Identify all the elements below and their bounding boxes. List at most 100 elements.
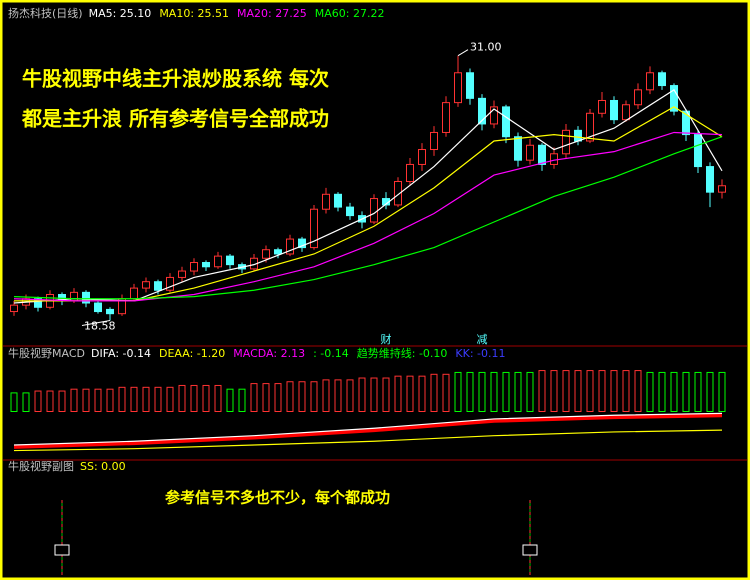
macd-bar	[322, 379, 330, 413]
macd-bar	[622, 370, 630, 412]
candle-body	[346, 206, 354, 217]
candle-body	[298, 238, 306, 249]
candle-body	[334, 193, 342, 208]
low-pointer	[81, 320, 111, 326]
macd-bar	[490, 371, 498, 413]
panel-title: 扬杰科技(日线)	[8, 6, 83, 20]
candle-body	[130, 287, 138, 300]
series-line	[13, 429, 723, 452]
overlay-text: 牛股视野中线主升浪炒股系统 每次	[22, 67, 329, 91]
macd-bar	[706, 371, 714, 413]
legend-entry: MACDA: 2.13	[233, 347, 305, 360]
macd-bar	[166, 386, 174, 413]
candle-body	[94, 302, 102, 313]
candle-body	[154, 281, 162, 291]
macd-bar	[550, 370, 558, 412]
macd-bar	[382, 377, 390, 412]
candle-body	[166, 276, 174, 291]
candle-body	[442, 102, 450, 133]
candle-body	[538, 144, 546, 165]
macd-bar	[118, 386, 126, 413]
macd-bar	[82, 388, 90, 412]
macd-bar	[646, 371, 654, 413]
macd-bar	[190, 384, 198, 412]
candle-body	[598, 99, 606, 114]
candle-body	[286, 238, 294, 255]
macd-bar	[70, 388, 78, 412]
candle-body	[646, 72, 654, 91]
series-line	[13, 413, 723, 449]
macd-bar	[226, 388, 234, 412]
candle-body	[190, 262, 198, 272]
candle-body	[418, 149, 426, 165]
legend-entry: MA60: 27.22	[315, 7, 385, 20]
candle-body	[610, 99, 618, 121]
high-pointer	[457, 49, 469, 57]
macd-bar	[274, 383, 282, 413]
candle-body	[322, 193, 330, 210]
macd-bar	[178, 384, 186, 412]
macd-bar	[418, 375, 426, 413]
macd-bar	[406, 375, 414, 413]
candle-body	[82, 291, 90, 304]
candle-body	[10, 304, 18, 313]
macd-bar	[658, 371, 666, 413]
overlay-text: 参考信号不多也不少，每个都成功	[165, 489, 390, 507]
macd-bar	[298, 381, 306, 412]
macd-bar	[634, 370, 642, 412]
macd-bar	[526, 371, 534, 413]
candle-body	[490, 106, 498, 125]
macd-bar	[610, 370, 618, 412]
macd-bar	[502, 371, 510, 413]
legend-entry: 趋势维持线: -0.10	[357, 346, 448, 360]
macd-bar	[670, 371, 678, 413]
macd-bar	[334, 379, 342, 413]
candle-body	[706, 166, 714, 193]
legend-entry: SS: 0.00	[80, 460, 126, 473]
macd-bar	[586, 370, 594, 412]
macd-bar	[454, 371, 462, 413]
macd-bar	[10, 392, 18, 412]
macd-bar	[286, 381, 294, 412]
candle-body	[658, 72, 666, 87]
macd-bar	[22, 392, 30, 412]
candle-body	[454, 72, 462, 104]
macd-bar	[202, 384, 210, 412]
macd-bar	[58, 390, 66, 413]
macd-bar	[514, 371, 522, 413]
macd-bar	[130, 386, 138, 413]
signal-box	[54, 544, 70, 556]
macd-bar	[442, 373, 450, 412]
macd-bar	[310, 381, 318, 412]
candle-body	[262, 249, 270, 259]
macd-bar	[562, 370, 570, 412]
macd-bar	[370, 377, 378, 412]
candle-body	[394, 181, 402, 206]
candle-body	[622, 104, 630, 121]
macd-bar	[34, 390, 42, 413]
candle-body	[430, 131, 438, 151]
macd-bar	[574, 370, 582, 412]
macd-bar	[718, 371, 726, 413]
signal-box	[522, 544, 538, 556]
legend-entry: KK: -0.11	[455, 347, 505, 360]
candle-body	[202, 262, 210, 268]
macd-bar	[154, 386, 162, 413]
legend-entry: MA5: 25.10	[89, 7, 152, 20]
candle-body	[574, 129, 582, 142]
macd-bar	[682, 371, 690, 413]
macd-bar	[346, 379, 354, 413]
macd-bar	[358, 377, 366, 412]
legend-entry: : -0.14	[313, 347, 349, 360]
legend-entry: DIFA: -0.14	[91, 347, 151, 360]
candle-body	[550, 153, 558, 165]
macd-bar	[478, 371, 486, 413]
candle-body	[502, 106, 510, 138]
candle-body	[586, 112, 594, 142]
macd-bar	[214, 384, 222, 412]
macd-bar	[538, 370, 546, 412]
candle-body	[310, 208, 318, 249]
candle-body	[562, 129, 570, 155]
candle-body	[466, 72, 474, 99]
